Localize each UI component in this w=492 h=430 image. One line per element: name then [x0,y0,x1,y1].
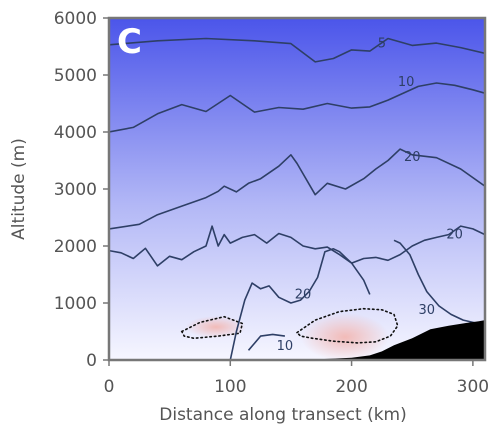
panel-label: C [117,22,142,62]
dashed-contour-0 [180,315,244,340]
contour-line-10-6 [247,333,286,351]
y-tick-label: 6000 [54,9,97,29]
y-axis: 0 1000 2000 3000 4000 5000 6000 [54,9,109,371]
background-field [109,18,485,360]
x-axis: 0 100 200 300 [104,360,489,397]
positive-anomaly-region-left [186,316,246,338]
contour-line-20-4 [229,248,371,360]
contour-label-5: 5 [378,37,386,52]
contour-line-10-1 [109,82,485,133]
contour-label-20: 20 [404,150,421,165]
contour-line-5-0 [109,37,485,63]
contour-label-10: 10 [277,339,294,354]
y-axis-label: Altitude (m) [9,138,29,240]
y-tick-label: 0 [86,351,97,371]
dashed-contour-1 [295,307,399,344]
contour-label-20: 20 [295,287,312,302]
plot-area: 5 10 20 20 20 30 10 [109,18,485,360]
x-axis-label: Distance along transect (km) [159,405,407,425]
x-tick-label: 200 [335,377,367,397]
contour-label-30: 30 [419,303,436,318]
contour-line-20-3 [109,225,485,267]
y-tick-label: 4000 [54,123,97,143]
contour-label-10: 10 [398,75,415,90]
x-tick-label: 300 [457,377,489,397]
x-tick-label: 100 [214,377,246,397]
terrain-silhouette [300,320,485,360]
contour-label-layer: 5 10 20 20 20 30 10 [277,37,463,354]
positive-anomaly-region-center [301,313,389,360]
contour-line-30-5 [393,239,485,327]
contour-line-20-2 [109,148,485,230]
contour-layer [109,37,485,360]
y-tick-label: 2000 [54,237,97,257]
y-tick-label: 5000 [54,66,97,86]
y-tick-label: 3000 [54,180,97,200]
y-tick-label: 1000 [54,294,97,314]
x-tick-label: 0 [104,377,115,397]
contour-label-20: 20 [446,228,463,243]
dashed-contour-layer [180,307,399,344]
